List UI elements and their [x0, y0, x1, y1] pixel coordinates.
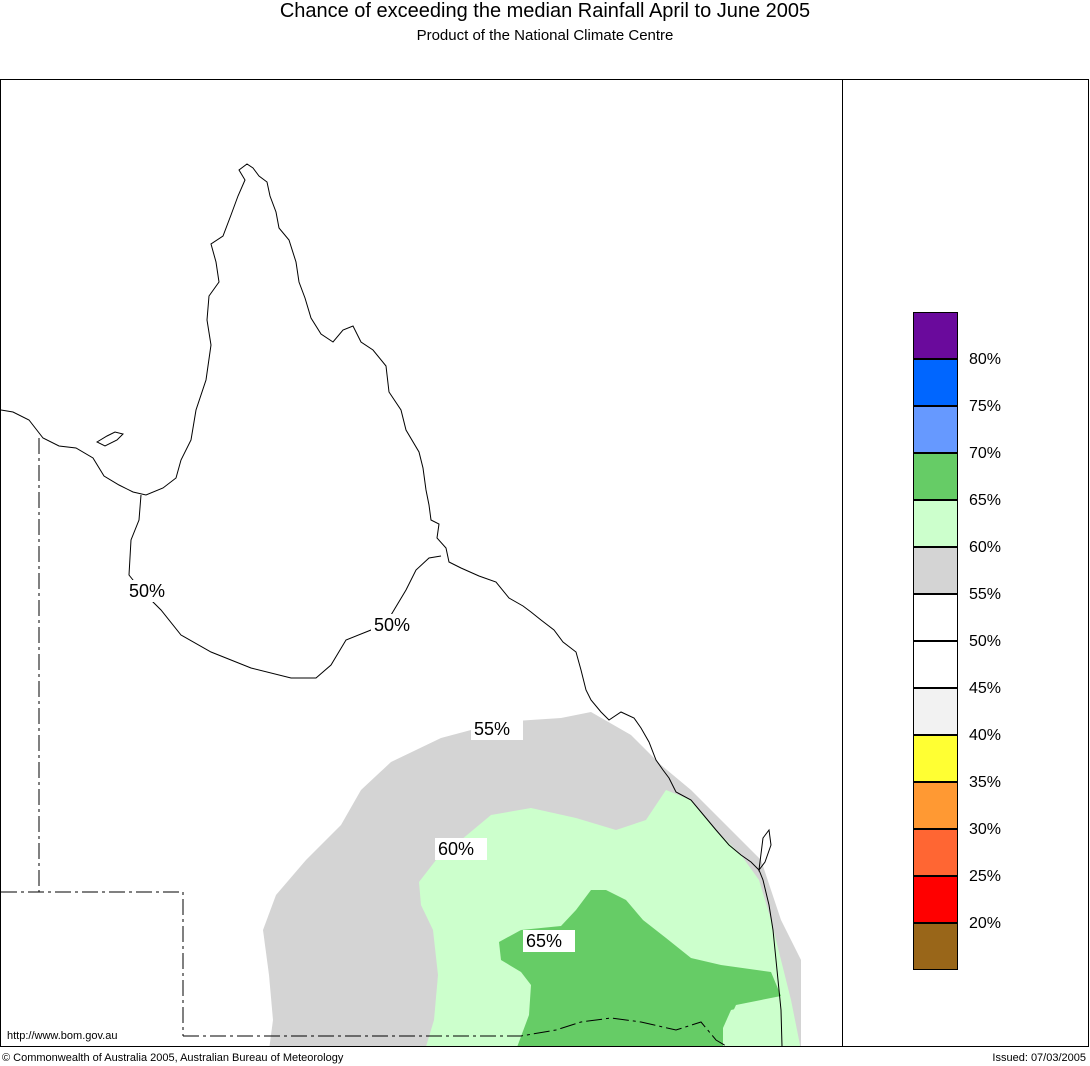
- coastline: [1, 163, 783, 1046]
- contour-label-bg: [471, 718, 523, 740]
- map-frame: [0, 79, 1089, 1047]
- legend-swatch: [913, 735, 958, 782]
- band-65-70: [499, 890, 781, 1046]
- legend-swatch: [913, 312, 958, 359]
- contour-label-50-west: 50%: [129, 581, 165, 601]
- contour-label-50-east: 50%: [374, 615, 410, 635]
- legend-label: 80%: [969, 351, 1002, 368]
- contour-label-60: 60%: [438, 839, 474, 859]
- fraser-island: [758, 828, 772, 872]
- legend-label: 35%: [969, 774, 1002, 791]
- rainfall-map: 50% 50% 55% 60% 65%: [1, 163, 801, 1046]
- legend-label: 30%: [969, 821, 1002, 838]
- map-title: Chance of exceeding the median Rainfall …: [279, 0, 811, 22]
- map-subtitle: Product of the National Climate Centre: [416, 27, 674, 44]
- legend-label: 75%: [969, 398, 1002, 415]
- legend-swatch: [913, 923, 958, 970]
- state-border-nsw: [183, 1017, 727, 1046]
- contour-label-55: 55%: [474, 719, 510, 739]
- legend-label: 70%: [969, 445, 1002, 462]
- legend-swatch: [913, 547, 958, 594]
- legend-label: 50%: [969, 633, 1002, 650]
- legend-swatch: [913, 453, 958, 500]
- legend-swatch: [913, 829, 958, 876]
- legend-swatch: [913, 641, 958, 688]
- contour-label-bg: [523, 930, 575, 952]
- legend-swatch: [913, 359, 958, 406]
- legend-label: 40%: [969, 727, 1002, 744]
- legend-swatch: [913, 406, 958, 453]
- island: [95, 431, 124, 447]
- legend-swatch: [913, 876, 958, 923]
- legend-label: 20%: [969, 915, 1002, 932]
- issued-date: Issued: 07/03/2005: [992, 1052, 1086, 1064]
- legend-swatch: [913, 500, 958, 547]
- legend-label: 45%: [969, 680, 1002, 697]
- source-url: http://www.bom.gov.au: [7, 1030, 118, 1042]
- legend-label: 60%: [969, 539, 1002, 556]
- contour-label-bg: [435, 838, 487, 860]
- state-border-sa: [1, 891, 184, 1036]
- contour-label-bg: [371, 614, 419, 636]
- legend-label: 65%: [969, 492, 1002, 509]
- legend-label: 55%: [969, 586, 1002, 603]
- legend-label: 25%: [969, 868, 1002, 885]
- band-60-65-coastal: [723, 1002, 781, 1046]
- legend-divider: [842, 79, 843, 1047]
- legend-swatch: [913, 688, 958, 735]
- contour-label-bg: [125, 580, 173, 602]
- contour-50-west: [128, 494, 442, 679]
- legend-swatch: [913, 594, 958, 641]
- copyright-notice: © Commonwealth of Australia 2005, Austra…: [2, 1052, 344, 1064]
- contour-label-65: 65%: [526, 931, 562, 951]
- legend-swatch: [913, 782, 958, 829]
